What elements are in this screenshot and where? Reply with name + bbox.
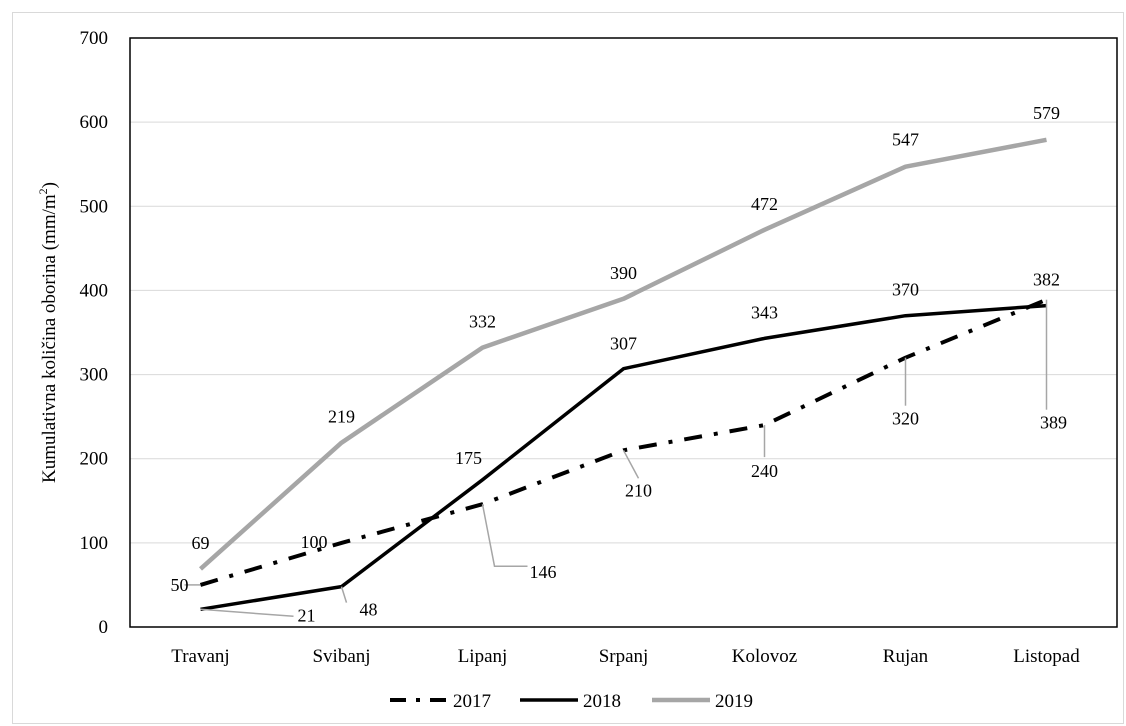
y-axis-title-main: Kumulativna količina oborina (mm/m xyxy=(39,194,60,483)
data-label-2018: 21 xyxy=(298,605,316,625)
leader-line xyxy=(622,449,640,479)
y-axis-title-superscript: 2 xyxy=(36,188,50,194)
data-label-2017: 240 xyxy=(751,461,778,481)
x-category-label: Srpanj xyxy=(599,646,649,667)
data-label-2019: 547 xyxy=(892,130,919,150)
y-tick-label: 100 xyxy=(80,533,109,554)
leader-lines xyxy=(184,299,1048,618)
y-tick-label: 700 xyxy=(80,28,109,49)
data-label-2017: 100 xyxy=(301,532,328,552)
y-axis-title: Kumulativna količina oborina (mm/m2) xyxy=(36,182,60,483)
legend-label-2018: 2018 xyxy=(583,691,621,712)
data-label-2019: 69 xyxy=(192,533,210,553)
data-label-2019: 472 xyxy=(751,194,778,214)
y-axis-ticks: 0 100 200 300 400 500 600 700 xyxy=(80,28,109,638)
chart-frame xyxy=(12,12,1124,724)
y-tick-label: 400 xyxy=(80,280,109,301)
y-tick-label: 200 xyxy=(80,449,109,470)
x-category-label: Listopad xyxy=(1013,646,1080,667)
leader-line xyxy=(200,608,294,618)
leader-line xyxy=(481,504,528,567)
y-tick-label: 0 xyxy=(99,617,109,638)
x-category-label: Travanj xyxy=(171,646,229,667)
x-category-label: Kolovoz xyxy=(732,646,797,667)
data-label-2017: 320 xyxy=(892,409,919,429)
y-tick-label: 600 xyxy=(80,112,109,133)
plot-area xyxy=(129,37,1118,628)
series-line-2019 xyxy=(198,137,1047,571)
data-label-2018: 175 xyxy=(455,448,482,468)
data-label-2018: 370 xyxy=(892,280,919,300)
x-category-label: Lipanj xyxy=(458,646,508,667)
y-tick-label: 500 xyxy=(80,196,109,217)
data-label-2018: 343 xyxy=(751,302,778,322)
grid-lines xyxy=(130,121,1117,544)
y-axis-title-end: ) xyxy=(39,182,60,188)
data-labels: 50 100 146 210 240 320 389 21 48 175 307 343 370 382 6… xyxy=(171,103,1068,626)
legend-label-2019: 2019 xyxy=(715,691,753,712)
legend-label-2017: 2017 xyxy=(453,691,491,712)
data-label-2018: 382 xyxy=(1033,270,1060,290)
data-label-2017: 210 xyxy=(625,480,652,500)
data-label-2018: 307 xyxy=(610,334,637,354)
x-category-label: Svibanj xyxy=(312,646,370,667)
y-tick-label: 300 xyxy=(80,365,109,386)
data-label-2017: 50 xyxy=(171,575,189,595)
legend: 2017 2018 2019 xyxy=(390,691,753,712)
leader-line xyxy=(340,586,348,603)
data-label-2019: 390 xyxy=(610,263,637,283)
data-label-2018: 48 xyxy=(360,600,378,620)
data-label-2017: 146 xyxy=(530,562,557,582)
data-label-2019: 332 xyxy=(469,312,496,332)
data-label-2017: 389 xyxy=(1040,413,1067,433)
x-axis-categories: Travanj Svibanj Lipanj Srpanj Kolovoz Rujan Li… xyxy=(171,646,1080,667)
data-label-2019: 219 xyxy=(328,407,355,427)
data-label-2019: 579 xyxy=(1033,103,1060,123)
plot-border xyxy=(129,37,1118,628)
x-category-label: Rujan xyxy=(883,646,929,667)
